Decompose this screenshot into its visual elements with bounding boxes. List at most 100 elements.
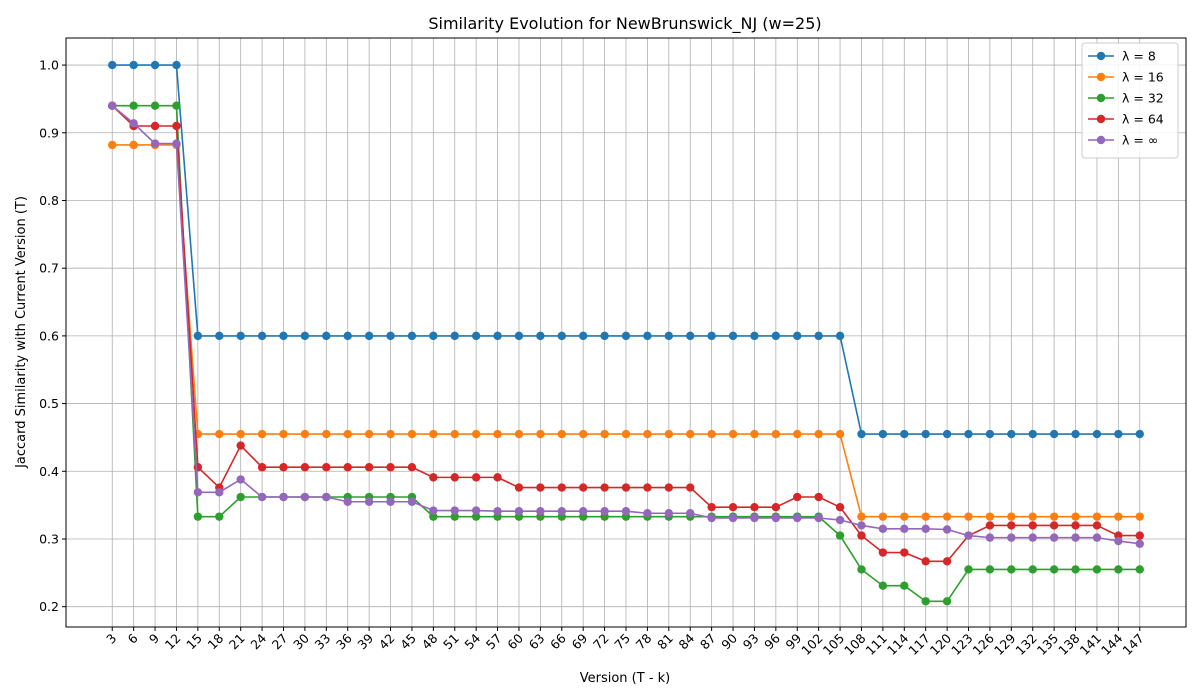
data-point — [493, 429, 502, 439]
data-point — [300, 331, 310, 341]
data-point — [150, 121, 160, 131]
data-point — [1092, 521, 1102, 530]
data-point — [450, 331, 459, 341]
data-point — [1135, 539, 1144, 548]
data-point — [108, 140, 117, 150]
data-point — [1092, 512, 1102, 521]
legend-marker — [1096, 51, 1106, 61]
data-point — [471, 331, 481, 341]
data-point — [1007, 429, 1016, 439]
data-point — [450, 429, 459, 439]
legend-marker — [1096, 72, 1106, 82]
data-point — [129, 119, 138, 128]
data-point — [771, 331, 781, 341]
data-point — [300, 492, 310, 502]
data-point — [985, 429, 995, 439]
data-point — [664, 509, 674, 518]
data-point — [215, 512, 224, 521]
data-point — [193, 512, 203, 521]
data-point — [600, 483, 609, 492]
y-axis-label: Jaccard Similarity with Current Version … — [14, 196, 29, 469]
data-point — [600, 507, 609, 516]
data-point — [686, 483, 695, 492]
data-point — [750, 513, 759, 523]
legend-label: λ = 8 — [1122, 49, 1156, 64]
data-point — [814, 513, 823, 523]
data-point — [1092, 565, 1102, 574]
data-point — [985, 565, 995, 574]
y-tick-label: 0.5 — [39, 396, 59, 411]
data-point — [150, 139, 160, 148]
data-point — [857, 521, 866, 530]
data-point — [343, 463, 352, 472]
y-tick-label: 0.4 — [39, 464, 59, 479]
data-point — [1007, 512, 1016, 521]
data-point — [728, 513, 738, 523]
data-point — [728, 429, 738, 439]
data-point — [536, 429, 545, 439]
data-point — [814, 492, 823, 502]
data-point — [1007, 533, 1016, 542]
data-point — [878, 581, 888, 590]
data-point — [707, 429, 716, 439]
legend-entry: λ = 8 — [1088, 49, 1156, 64]
data-point — [750, 429, 759, 439]
data-point — [193, 463, 203, 472]
data-point — [1028, 565, 1037, 574]
data-point — [322, 463, 331, 472]
y-tick-label: 0.9 — [39, 125, 59, 140]
data-point — [643, 483, 652, 492]
data-point — [814, 331, 823, 341]
data-point — [857, 565, 866, 574]
data-point — [1114, 429, 1123, 439]
data-point — [108, 101, 117, 110]
data-point — [857, 512, 866, 521]
data-point — [900, 429, 909, 439]
data-point — [150, 60, 160, 70]
data-point — [322, 429, 331, 439]
data-point — [514, 429, 524, 439]
data-point — [942, 557, 952, 566]
data-point — [257, 429, 267, 439]
data-point — [942, 512, 952, 521]
data-point — [1114, 536, 1123, 546]
data-point — [429, 473, 438, 482]
data-point — [707, 331, 716, 341]
data-point — [1071, 565, 1080, 574]
y-tick-label: 0.7 — [39, 261, 59, 276]
data-point — [322, 492, 331, 502]
data-point — [215, 488, 224, 497]
data-point — [407, 463, 417, 472]
legend-entry: λ = 16 — [1088, 70, 1164, 85]
data-point — [793, 513, 802, 523]
plot-area-frame — [65, 37, 1187, 628]
data-point — [514, 483, 524, 492]
data-point — [921, 557, 930, 566]
data-point — [364, 429, 374, 439]
legend-label: λ = 64 — [1122, 112, 1164, 127]
data-point — [429, 429, 438, 439]
data-point — [514, 331, 524, 341]
data-point — [835, 331, 845, 341]
series-5 — [108, 101, 1144, 548]
data-point — [493, 507, 502, 516]
data-point — [1049, 565, 1059, 574]
data-point — [193, 331, 203, 341]
data-point — [621, 507, 631, 516]
data-point — [1007, 521, 1016, 530]
data-point — [900, 548, 909, 557]
data-point — [343, 429, 352, 439]
data-point — [407, 331, 417, 341]
data-point — [835, 515, 845, 525]
legend-box — [1081, 42, 1179, 159]
series-1 — [108, 60, 1144, 439]
data-point — [1092, 429, 1102, 439]
data-point — [600, 429, 609, 439]
data-point — [728, 331, 738, 341]
data-point — [193, 488, 203, 497]
data-point — [364, 331, 374, 341]
data-point — [964, 429, 973, 439]
legend-marker — [1096, 114, 1106, 124]
data-point — [686, 331, 695, 341]
